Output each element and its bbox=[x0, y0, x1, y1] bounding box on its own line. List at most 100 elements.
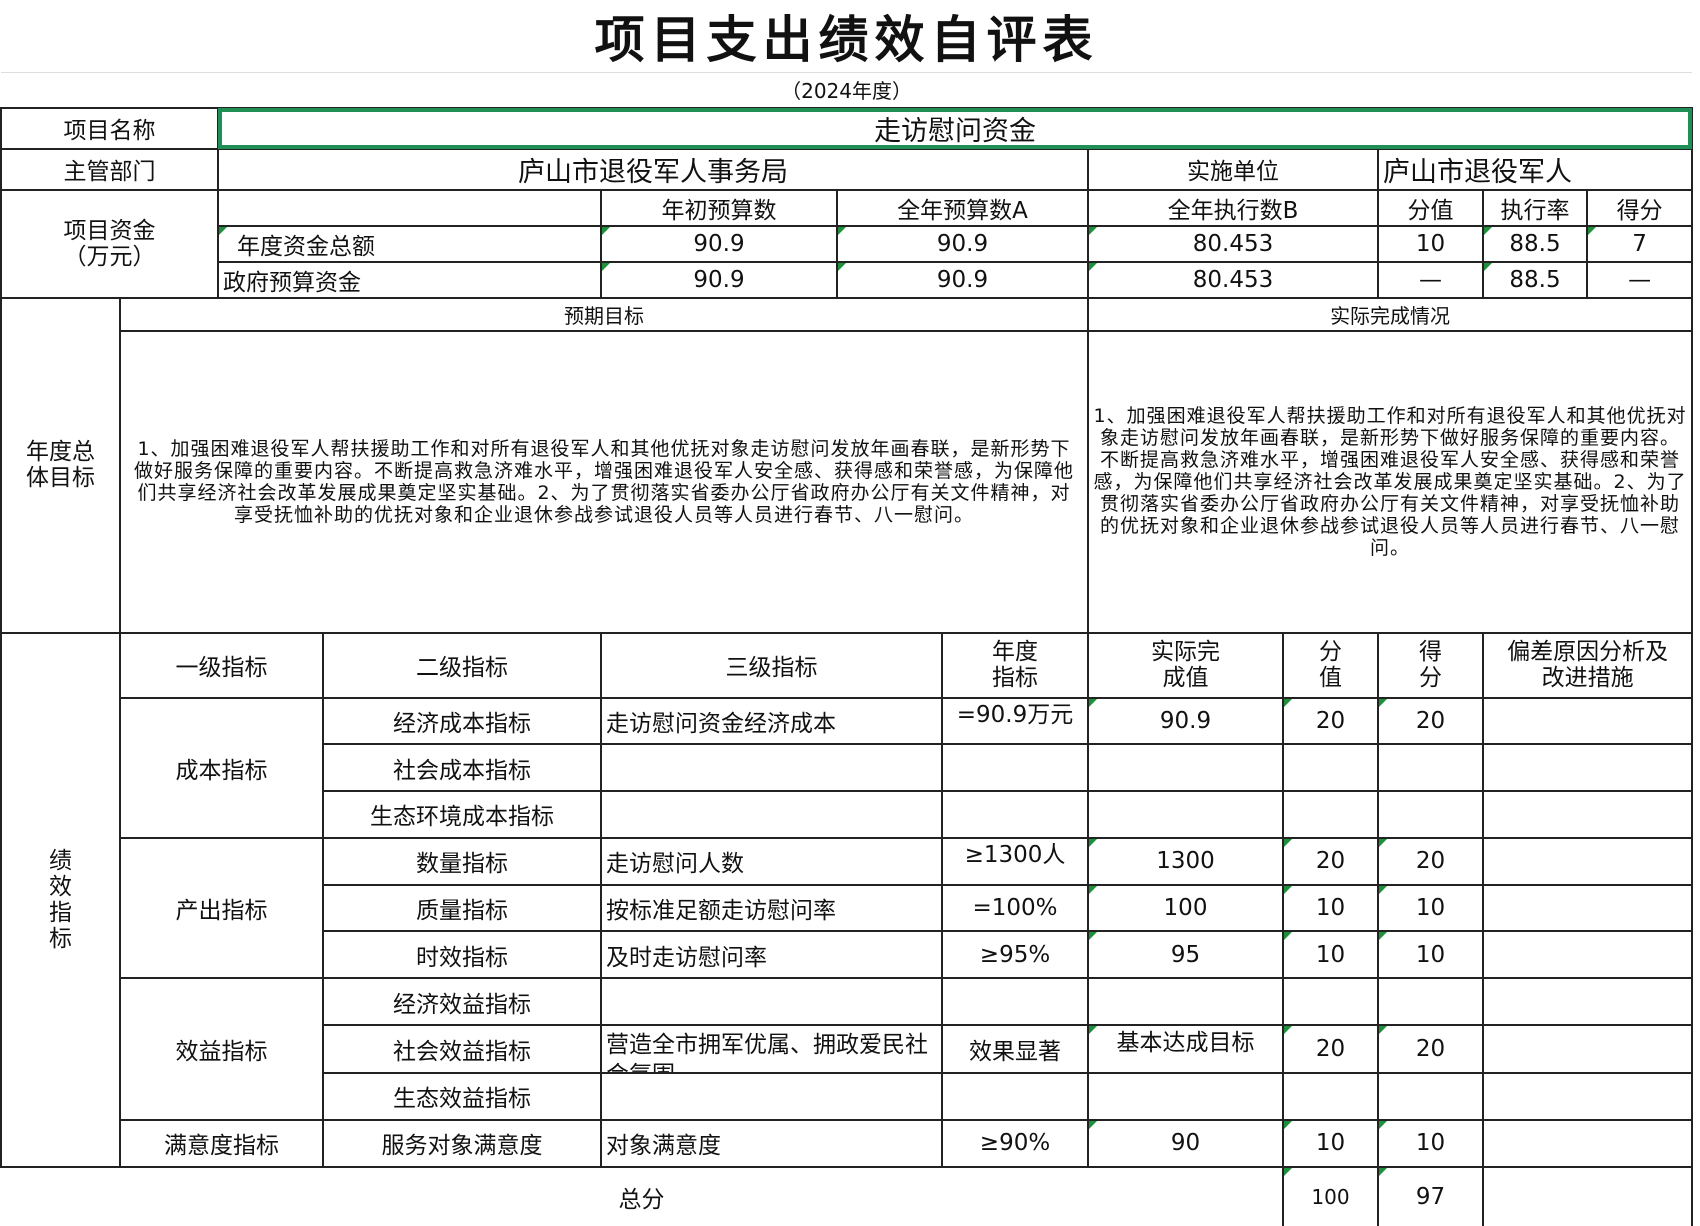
impl-value[interactable]: 庐山市退役军人 bbox=[1376, 147, 1694, 191]
target-value[interactable]: =100% bbox=[941, 883, 1089, 933]
level2-indicator[interactable]: 经济成本指标 bbox=[322, 696, 602, 746]
header-target[interactable]: 年度指标 bbox=[941, 631, 1089, 699]
score[interactable] bbox=[1377, 1072, 1484, 1121]
header-level3[interactable]: 三级指标 bbox=[600, 631, 943, 699]
score[interactable]: 20 bbox=[1377, 696, 1484, 746]
funds-exec-b[interactable]: 80.453 bbox=[1087, 260, 1379, 299]
target-value[interactable]: ≥1300人 bbox=[941, 836, 1089, 886]
level2-indicator[interactable]: 生态效益指标 bbox=[322, 1072, 602, 1121]
funds-exec-b[interactable]: 80.453 bbox=[1087, 224, 1379, 263]
level3-indicator[interactable]: 及时走访慰问率 bbox=[600, 930, 943, 980]
deviation-cell[interactable] bbox=[1481, 1118, 1694, 1168]
score-value[interactable] bbox=[1282, 1072, 1379, 1121]
deviation-cell[interactable] bbox=[1481, 1072, 1694, 1121]
actual-value[interactable] bbox=[1087, 743, 1284, 793]
target-value[interactable]: =90.9万元 bbox=[941, 696, 1089, 746]
header-level1[interactable]: 一级指标 bbox=[119, 631, 324, 699]
total-deviation[interactable] bbox=[1481, 1165, 1694, 1226]
score[interactable] bbox=[1377, 790, 1484, 839]
deviation-cell[interactable] bbox=[1481, 743, 1694, 793]
funds-row-label[interactable]: 政府预算资金 bbox=[217, 260, 602, 299]
level3-indicator[interactable]: 对象满意度 bbox=[600, 1118, 943, 1168]
score-value[interactable] bbox=[1282, 977, 1379, 1027]
project-name-cell[interactable]: 走访慰问资金 bbox=[216, 106, 1694, 150]
funds-header-blank[interactable] bbox=[217, 188, 602, 227]
deviation-cell[interactable] bbox=[1481, 696, 1694, 746]
funds-row-label[interactable]: 年度资金总额 bbox=[217, 224, 602, 263]
funds-initial[interactable]: 90.9 bbox=[600, 260, 838, 299]
actual-value[interactable] bbox=[1087, 1072, 1284, 1121]
actual-value[interactable]: 基本达成目标 bbox=[1087, 1024, 1284, 1075]
funds-label[interactable]: 项目资金（万元） bbox=[0, 188, 219, 299]
level2-indicator[interactable]: 数量指标 bbox=[322, 836, 602, 886]
impl-label[interactable]: 实施单位 bbox=[1087, 147, 1379, 191]
funds-initial[interactable]: 90.9 bbox=[600, 224, 838, 263]
header-ind-score-value[interactable]: 分值 bbox=[1282, 631, 1379, 699]
expected-goal-text[interactable]: 1、加强困难退役军人帮扶援助工作和对所有退役军人和其他优抚对象走访慰问发放年画春… bbox=[119, 329, 1089, 634]
level1-indicator[interactable]: 效益指标 bbox=[119, 977, 324, 1121]
score[interactable]: 10 bbox=[1377, 883, 1484, 933]
score[interactable] bbox=[1377, 743, 1484, 793]
level2-indicator[interactable]: 时效指标 bbox=[322, 930, 602, 980]
funds-score[interactable]: 7 bbox=[1585, 224, 1694, 263]
level2-indicator[interactable]: 质量指标 bbox=[322, 883, 602, 933]
header-score-value[interactable]: 分值 bbox=[1377, 188, 1484, 227]
header-exec-b[interactable]: 全年执行数B bbox=[1087, 188, 1379, 227]
deviation-cell[interactable] bbox=[1481, 790, 1694, 839]
level2-indicator[interactable]: 服务对象满意度 bbox=[322, 1118, 602, 1168]
deviation-cell[interactable] bbox=[1481, 883, 1694, 933]
target-value[interactable] bbox=[941, 977, 1089, 1027]
actual-goal-header[interactable]: 实际完成情况 bbox=[1086, 296, 1694, 332]
score-value[interactable]: 20 bbox=[1282, 836, 1379, 886]
header-rate[interactable]: 执行率 bbox=[1482, 188, 1588, 227]
score[interactable]: 10 bbox=[1377, 1118, 1484, 1168]
score[interactable] bbox=[1377, 977, 1484, 1027]
actual-value[interactable]: 95 bbox=[1087, 930, 1284, 980]
deviation-cell[interactable] bbox=[1481, 930, 1694, 980]
level3-indicator[interactable]: 走访慰问人数 bbox=[600, 836, 943, 886]
score[interactable]: 20 bbox=[1377, 836, 1484, 886]
level3-indicator[interactable] bbox=[600, 790, 943, 839]
score-value[interactable]: 20 bbox=[1282, 1024, 1379, 1075]
header-annual-a[interactable]: 全年预算数A bbox=[836, 188, 1089, 227]
funds-annual-a[interactable]: 90.9 bbox=[836, 260, 1089, 299]
funds-annual-a[interactable]: 90.9 bbox=[836, 224, 1089, 263]
total-score-value[interactable]: 100 bbox=[1282, 1165, 1379, 1226]
level3-indicator[interactable]: 按标准足额走访慰问率 bbox=[600, 883, 943, 933]
level2-indicator[interactable]: 经济效益指标 bbox=[322, 977, 602, 1027]
actual-goal-text[interactable]: 1、加强困难退役军人帮扶援助工作和对所有退役军人和其他优抚对象走访慰问发放年画春… bbox=[1086, 329, 1694, 634]
level2-indicator[interactable]: 生态环境成本指标 bbox=[322, 790, 602, 839]
header-initial[interactable]: 年初预算数 bbox=[600, 188, 838, 227]
target-value[interactable]: ≥95% bbox=[941, 930, 1089, 980]
funds-score[interactable]: — bbox=[1585, 260, 1694, 299]
score-value[interactable]: 10 bbox=[1282, 930, 1379, 980]
deviation-cell[interactable] bbox=[1481, 836, 1694, 886]
actual-value[interactable] bbox=[1087, 790, 1284, 839]
level2-indicator[interactable]: 社会效益指标 bbox=[322, 1024, 602, 1075]
score-value[interactable] bbox=[1282, 743, 1379, 793]
project-name-label[interactable]: 项目名称 bbox=[0, 106, 219, 150]
level3-indicator[interactable] bbox=[600, 1072, 943, 1121]
dept-label[interactable]: 主管部门 bbox=[0, 147, 219, 191]
deviation-cell[interactable] bbox=[1481, 977, 1694, 1027]
level1-indicator[interactable]: 成本指标 bbox=[119, 696, 324, 839]
total-score[interactable]: 97 bbox=[1377, 1165, 1484, 1226]
header-score[interactable]: 得分 bbox=[1585, 188, 1694, 227]
level2-indicator[interactable]: 社会成本指标 bbox=[322, 743, 602, 793]
score-value[interactable] bbox=[1282, 790, 1379, 839]
score[interactable]: 20 bbox=[1377, 1024, 1484, 1075]
target-value[interactable] bbox=[941, 790, 1089, 839]
level3-indicator[interactable] bbox=[600, 977, 943, 1027]
level3-indicator[interactable] bbox=[600, 743, 943, 793]
dept-value[interactable]: 庐山市退役军人事务局 bbox=[217, 147, 1089, 191]
score-value[interactable]: 10 bbox=[1282, 1118, 1379, 1168]
header-ind-score[interactable]: 得分 bbox=[1377, 631, 1484, 699]
funds-score-value[interactable]: 10 bbox=[1377, 224, 1484, 263]
actual-value[interactable]: 1300 bbox=[1087, 836, 1284, 886]
header-deviation[interactable]: 偏差原因分析及改进措施 bbox=[1481, 631, 1694, 699]
level3-indicator[interactable]: 营造全市拥军优属、拥政爱民社会氛围 bbox=[600, 1024, 943, 1075]
total-label[interactable]: 总分 bbox=[1, 1165, 1284, 1226]
actual-value[interactable]: 90 bbox=[1087, 1118, 1284, 1168]
target-value[interactable]: ≥90% bbox=[941, 1118, 1089, 1168]
funds-rate[interactable]: 88.5 bbox=[1482, 260, 1588, 299]
